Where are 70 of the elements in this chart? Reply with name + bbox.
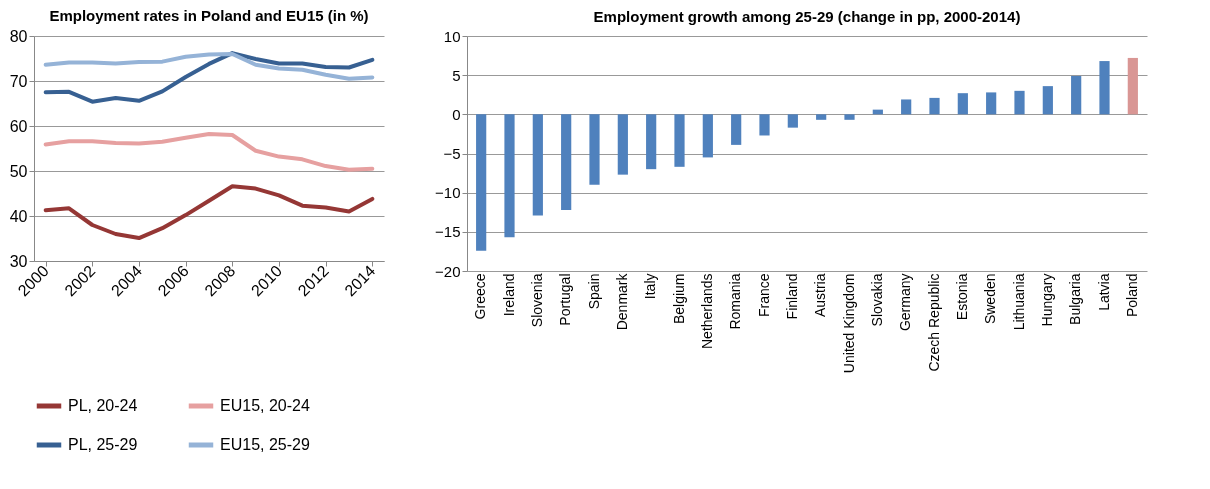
y-tick-label: 70 (9, 72, 28, 90)
x-tick-label: Lithuania (1010, 273, 1027, 331)
y-tick-label: −10 (435, 184, 461, 202)
legend-label: PL, 25-29 (68, 436, 138, 453)
bar (589, 114, 600, 185)
x-tick-label: Greece (472, 273, 489, 320)
line-series (43, 51, 375, 104)
x-tick-label: Italy (642, 273, 659, 300)
bar (1071, 75, 1082, 115)
x-tick-label: Latvia (1095, 273, 1112, 311)
x-tick-label: Poland (1123, 273, 1140, 318)
bar (1127, 57, 1138, 115)
bar (816, 114, 827, 120)
x-tick-label: Sweden (982, 273, 999, 325)
bar (731, 114, 742, 145)
y-tick-label: 40 (9, 207, 28, 225)
y-tick-label: −15 (435, 223, 461, 241)
x-tick-label: Slovenia (528, 273, 545, 328)
bar (617, 114, 628, 175)
line-series (43, 132, 375, 172)
x-tick-label: United Kingdom (840, 273, 857, 374)
legend-label: PL, 20-24 (68, 397, 138, 414)
y-tick-label: 60 (9, 117, 28, 135)
x-tick-label: Spain (585, 273, 602, 310)
chart-title: Employment rates in Poland and EU15 (in %) (49, 7, 369, 24)
line-series (43, 184, 375, 241)
line-series (43, 52, 375, 81)
bar (1099, 61, 1110, 115)
x-tick-label: Finland (783, 273, 800, 320)
x-tick-label: Slovakia (868, 273, 885, 327)
x-tick-label: Bulgaria (1067, 273, 1084, 325)
bar (787, 114, 798, 128)
x-tick-label: Netherlands (698, 273, 715, 349)
bar (901, 99, 912, 115)
y-tick-label: 10 (443, 27, 461, 45)
y-tick-label: 0 (452, 105, 461, 123)
x-tick-label: Denmark (613, 272, 630, 331)
y-tick-label: 5 (452, 66, 461, 84)
chart-title: Employment growth among 25-29 (change in pp, 2000-2014) (593, 8, 1021, 25)
bar (759, 114, 770, 136)
bar (674, 114, 685, 167)
x-tick-label: Belgium (670, 273, 687, 325)
bar (1042, 86, 1053, 115)
bar (646, 114, 657, 170)
y-tick-label: −20 (435, 262, 461, 280)
bar (957, 93, 968, 115)
legend-label: EU15, 20-24 (220, 397, 310, 414)
x-tick-label: Estonia (953, 273, 970, 321)
bar (702, 114, 713, 158)
legend-label: EU15, 25-29 (220, 436, 310, 453)
y-tick-label: 50 (9, 162, 28, 180)
bar (504, 114, 515, 238)
bar (532, 114, 543, 216)
x-tick-label: Portugal (557, 273, 574, 326)
x-tick-label: Ireland (500, 273, 517, 317)
bar (929, 97, 940, 115)
x-tick-label: Hungary (1038, 273, 1055, 327)
x-tick-label: Austria (812, 273, 829, 318)
x-tick-label: France (755, 273, 772, 318)
bar (844, 114, 855, 120)
bar (986, 92, 997, 115)
y-tick-label: 80 (9, 27, 28, 45)
x-tick-label: Germany (897, 273, 914, 332)
y-tick-label: −5 (443, 145, 461, 162)
x-tick-label: Romania (727, 273, 744, 330)
bar (561, 114, 572, 210)
x-tick-label: Czech Republic (925, 273, 942, 372)
bar (476, 114, 487, 251)
bar (1014, 90, 1025, 115)
y-tick-label: 30 (9, 252, 28, 270)
